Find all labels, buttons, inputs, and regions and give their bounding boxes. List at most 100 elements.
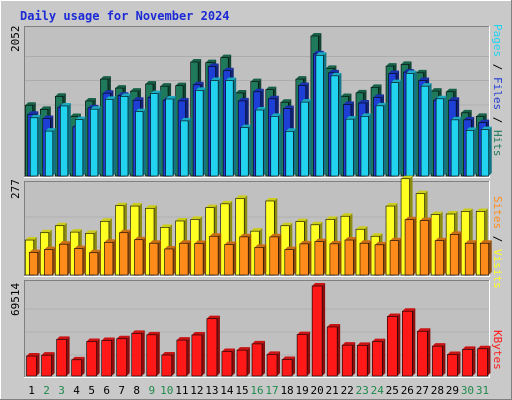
bar-sites-day-1 xyxy=(28,249,41,276)
bar-kbytes-day-24 xyxy=(371,338,386,377)
bar-sites-day-18 xyxy=(284,246,297,276)
bar-kbytes-day-18 xyxy=(281,356,296,377)
bar-kbytes-day-25 xyxy=(386,313,401,377)
bar-pages-day-12 xyxy=(195,87,207,177)
bar-pages-day-11 xyxy=(180,117,192,177)
day-label-20: 20 xyxy=(311,384,324,397)
bar-pages-day-7 xyxy=(120,93,131,177)
bar-sites-day-16 xyxy=(254,244,267,276)
bar-pages-day-6 xyxy=(105,96,116,177)
legend-top-part-3: / xyxy=(491,110,504,130)
day-label-22: 22 xyxy=(341,384,354,397)
day-label-25: 25 xyxy=(386,384,399,397)
day-label-14: 14 xyxy=(220,384,234,397)
legend-bottom: KBytes xyxy=(491,330,504,370)
panel-middle-max-label: 277 xyxy=(9,179,22,199)
legend-top-part-2: Files xyxy=(491,77,504,110)
legend-middle-part-2: Visits xyxy=(491,249,504,289)
bar-kbytes-day-23 xyxy=(356,342,371,377)
day-label-7: 7 xyxy=(118,384,125,397)
day-label-10: 10 xyxy=(160,384,173,397)
bar-sites-day-29 xyxy=(449,231,462,276)
day-label-18: 18 xyxy=(280,384,293,397)
panel-bottom-max-label: 69514 xyxy=(9,283,22,316)
bar-kbytes-day-14 xyxy=(221,348,235,377)
bar-pages-day-19 xyxy=(300,99,312,177)
day-label-24: 24 xyxy=(371,384,385,397)
bar-pages-day-31 xyxy=(480,126,492,177)
bar-kbytes-day-20 xyxy=(311,283,326,377)
bar-kbytes-day-13 xyxy=(206,315,220,377)
bar-pages-day-1 xyxy=(29,114,41,177)
day-label-17: 17 xyxy=(265,384,278,397)
bar-pages-day-28 xyxy=(435,95,447,177)
bar-kbytes-day-27 xyxy=(417,328,431,377)
bar-pages-day-13 xyxy=(210,77,222,177)
day-label-5: 5 xyxy=(88,384,95,397)
bar-sites-day-6 xyxy=(104,239,116,276)
bar-pages-day-9 xyxy=(150,90,162,177)
legend-middle-part-1: / xyxy=(491,229,504,249)
legend-bottom-part-0: KBytes xyxy=(491,330,504,370)
bar-pages-day-8 xyxy=(135,108,146,177)
bar-sites-day-23 xyxy=(359,240,372,276)
bar-pages-day-14 xyxy=(225,77,237,177)
bar-sites-day-21 xyxy=(329,240,342,276)
bar-pages-day-16 xyxy=(255,107,267,177)
bar-kbytes-day-12 xyxy=(191,331,205,377)
bar-pages-day-18 xyxy=(285,128,297,177)
bar-kbytes-day-30 xyxy=(462,346,476,377)
bar-pages-day-4 xyxy=(75,116,86,177)
bar-pages-day-23 xyxy=(360,113,372,177)
bar-kbytes-day-8 xyxy=(131,330,145,377)
bar-kbytes-day-11 xyxy=(176,337,190,377)
bar-sites-day-24 xyxy=(374,241,387,276)
day-label-15: 15 xyxy=(235,384,248,397)
bar-pages-day-29 xyxy=(450,116,462,177)
bar-sites-day-3 xyxy=(59,241,71,276)
bar-sites-day-27 xyxy=(419,217,432,276)
bar-kbytes-day-21 xyxy=(326,323,341,377)
bar-sites-day-28 xyxy=(434,237,447,276)
bar-kbytes-day-9 xyxy=(146,331,160,377)
bar-kbytes-day-17 xyxy=(266,351,281,377)
chart-title: Daily usage for November 2024 xyxy=(20,9,230,23)
bar-sites-day-2 xyxy=(43,246,56,276)
day-label-12: 12 xyxy=(190,384,203,397)
bar-pages-day-2 xyxy=(44,128,56,177)
day-label-16: 16 xyxy=(250,384,263,397)
bar-pages-day-21 xyxy=(330,72,342,177)
bar-kbytes-day-15 xyxy=(236,347,250,377)
legend-top: Pages / Files / Hits xyxy=(491,24,504,157)
panel-middle xyxy=(24,175,492,277)
day-label-27: 27 xyxy=(416,384,429,397)
bar-kbytes-day-4 xyxy=(71,356,85,377)
bar-kbytes-day-26 xyxy=(402,308,416,377)
day-labels: 1 2 3 4 5 6 7 8 9 10 11 12 13 14 15 16 17 18 19 20 21 22 23 24 2… xyxy=(28,384,489,397)
bar-pages-day-30 xyxy=(465,127,477,177)
bar-pages-day-25 xyxy=(390,79,402,177)
bar-sites-day-17 xyxy=(269,233,282,276)
bar-pages-day-26 xyxy=(405,70,417,177)
bar-pages-day-5 xyxy=(90,106,101,177)
bar-kbytes-day-5 xyxy=(86,338,100,377)
bar-sites-day-8 xyxy=(134,236,146,276)
legend-middle: Sites / Visits xyxy=(491,196,504,289)
bar-kbytes-day-3 xyxy=(56,336,70,377)
bar-sites-day-13 xyxy=(209,233,222,276)
day-label-1: 1 xyxy=(28,384,35,397)
panel-top xyxy=(24,26,492,178)
day-label-13: 13 xyxy=(205,384,218,397)
bar-kbytes-day-22 xyxy=(341,342,356,377)
day-label-19: 19 xyxy=(295,384,308,397)
bar-kbytes-day-2 xyxy=(41,352,55,377)
panel-top-max-label: 2052 xyxy=(9,26,22,53)
bar-kbytes-day-31 xyxy=(477,345,491,377)
bar-sites-day-12 xyxy=(194,240,207,276)
bar-sites-day-7 xyxy=(119,229,131,276)
day-label-2: 2 xyxy=(43,384,50,397)
bar-sites-day-30 xyxy=(464,240,477,276)
bar-pages-day-22 xyxy=(345,116,357,177)
day-label-6: 6 xyxy=(103,384,110,397)
bar-kbytes-day-10 xyxy=(161,351,175,377)
